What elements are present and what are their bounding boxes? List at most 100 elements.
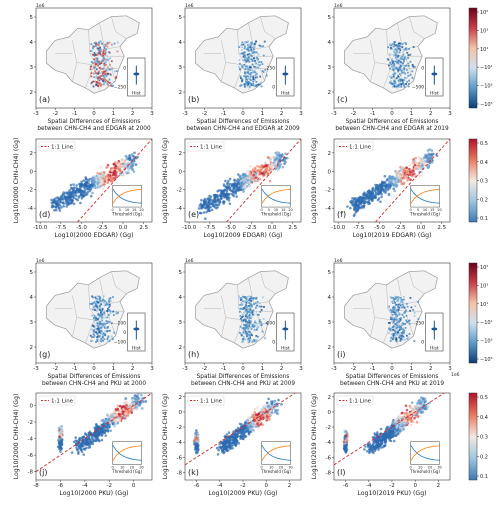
emission-cell [249,67,252,70]
emission-cell [240,320,243,322]
data-point [97,432,100,435]
emission-cell [389,47,392,49]
data-point [135,407,139,411]
emission-cell [255,67,258,70]
emission-cell [255,335,258,337]
emission-cell [406,47,409,50]
emission-cell [403,331,405,334]
emission-cell [100,62,103,65]
y-tick-label: -2 [28,188,33,194]
emission-cell [109,64,111,66]
threshold-inset [112,441,142,465]
emission-cell [400,74,402,77]
data-point [200,198,203,202]
data-point [80,444,84,448]
emission-cell [409,73,412,76]
data-point [260,415,264,418]
inset-x-tick-label: 15 [281,208,285,212]
y-tick-label: 2 [30,151,34,157]
emission-cell [399,302,401,305]
emission-cell [244,85,246,88]
emission-cell [245,65,248,68]
emission-cell [239,299,242,301]
data-point [223,184,226,188]
legend-box [38,141,76,152]
data-point [244,183,247,186]
emission-cell [242,331,245,334]
emission-cell [255,81,258,83]
data-point [208,199,211,202]
data-point [402,182,406,185]
emission-cell [103,83,105,86]
data-point [208,209,211,213]
data-point [58,446,62,450]
data-point [103,178,106,181]
emission-cell [254,66,257,68]
x-tick-label: -2.5 [246,225,257,231]
emission-cell [399,304,402,306]
data-point [254,176,258,179]
data-point [271,164,274,167]
data-point [267,397,271,401]
emission-cell [102,332,105,335]
emission-cell [248,341,251,343]
data-point [113,410,116,414]
emission-cell [250,310,253,313]
x-tick-label: -2.5 [97,225,108,231]
emission-cell [394,51,397,53]
data-point [78,194,81,198]
emission-cell [389,54,391,57]
emission-cell [94,66,97,68]
emission-cell [389,329,392,332]
data-point [248,172,251,175]
x-tick-label: 2.5 [437,225,446,231]
data-point [411,162,414,165]
data-point [276,155,279,158]
data-point [260,164,264,167]
data-point [221,449,224,452]
data-point [77,452,80,455]
emission-cell [402,82,405,85]
province-border [234,319,244,343]
data-point [100,431,104,434]
y-axis-label: Log10(2000 CHN-CH4) (Gg) [13,394,20,480]
data-point [93,426,96,430]
emission-cell [100,326,102,329]
emission-cell [256,314,259,316]
emission-cell [98,315,101,317]
data-point [274,151,278,155]
data-point [195,451,198,455]
data-point [236,433,239,437]
emission-cell [100,303,102,306]
emission-cell [115,312,118,315]
emission-cell [107,300,110,302]
data-point [91,191,94,195]
data-point [220,197,223,200]
x-tick-label: 3 [299,366,303,372]
emission-cell [251,334,253,337]
emission-cell [245,304,247,307]
emission-cell [405,43,407,45]
data-point [216,453,220,456]
emission-cell [394,318,396,321]
emission-cell [388,321,391,324]
emission-cell [256,304,259,307]
emission-cell [93,335,95,337]
y-tick-label: 2 [328,90,332,96]
data-point [226,182,229,186]
one-to-one-line [185,393,296,466]
data-point [423,162,426,165]
y-tick-label: 0 [179,410,183,416]
emission-cell [96,58,99,60]
emission-cell [250,49,253,52]
emission-cell [400,326,402,329]
y-tick-label: 2 [328,151,332,157]
emission-cell [402,333,405,336]
emission-cell [395,314,398,316]
data-point [218,200,222,204]
x-axis-label: Spatial Differences of Emissions [346,119,439,125]
x-tick-label: -5.0 [76,225,87,231]
inset-x-label: Threshold (Gg) [409,212,440,217]
emission-cell [401,300,404,303]
